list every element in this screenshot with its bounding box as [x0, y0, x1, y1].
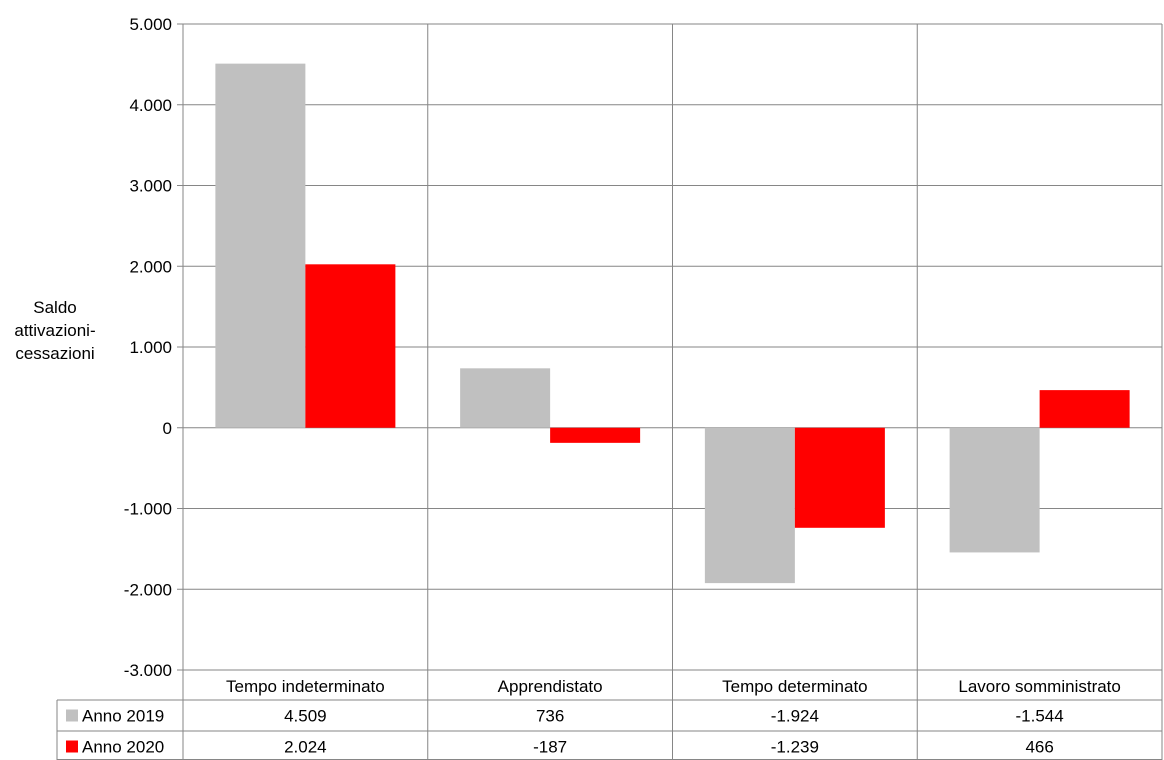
- bar-2019: [460, 368, 551, 428]
- data-table-value: 2.024: [284, 738, 327, 757]
- bar-2019: [704, 427, 795, 584]
- data-table-value: -187: [533, 738, 567, 757]
- data-table-value: 466: [1025, 738, 1053, 757]
- data-table-value: 4.509: [284, 707, 327, 726]
- data-table-value: -1.924: [771, 707, 819, 726]
- legend-label-2019: Anno 2019: [82, 707, 164, 726]
- bar-2020: [794, 427, 885, 528]
- y-tick-label: 1.000: [129, 338, 172, 357]
- bar-2019: [949, 427, 1040, 553]
- y-tick-label: 0: [163, 419, 172, 438]
- data-table-value: -1.239: [771, 738, 819, 757]
- y-tick-label: -1.000: [124, 500, 172, 519]
- x-tick-label: Tempo indeterminato: [226, 677, 385, 696]
- x-tick-label: Lavoro somministrato: [958, 677, 1121, 696]
- y-tick-label: 5.000: [129, 15, 172, 34]
- y-axis-title: Saldo attivazioni- cessazioni: [4, 296, 106, 365]
- y-tick-label: -3.000: [124, 661, 172, 680]
- x-tick-label: Tempo determinato: [722, 677, 868, 696]
- legend-label-2020: Anno 2020: [82, 738, 164, 757]
- y-axis-title-line-2: attivazioni-: [14, 321, 96, 340]
- bar-2020: [1039, 390, 1130, 428]
- bar-2020: [550, 427, 641, 443]
- y-axis-title-line-3: cessazioni: [15, 344, 95, 363]
- y-axis-title-line-1: Saldo: [33, 298, 77, 317]
- bar-2020: [305, 264, 396, 428]
- y-tick-label: 3.000: [129, 177, 172, 196]
- x-tick-label: Apprendistato: [498, 677, 603, 696]
- y-tick-label: 4.000: [129, 96, 172, 115]
- y-tick-label: -2.000: [124, 580, 172, 599]
- legend-key-2019: [66, 709, 78, 722]
- legend-key-2020: [66, 740, 78, 753]
- data-table-value: 736: [536, 707, 564, 726]
- bar-2019: [215, 63, 306, 428]
- data-table-value: -1.544: [1016, 707, 1064, 726]
- y-tick-label: 2.000: [129, 257, 172, 276]
